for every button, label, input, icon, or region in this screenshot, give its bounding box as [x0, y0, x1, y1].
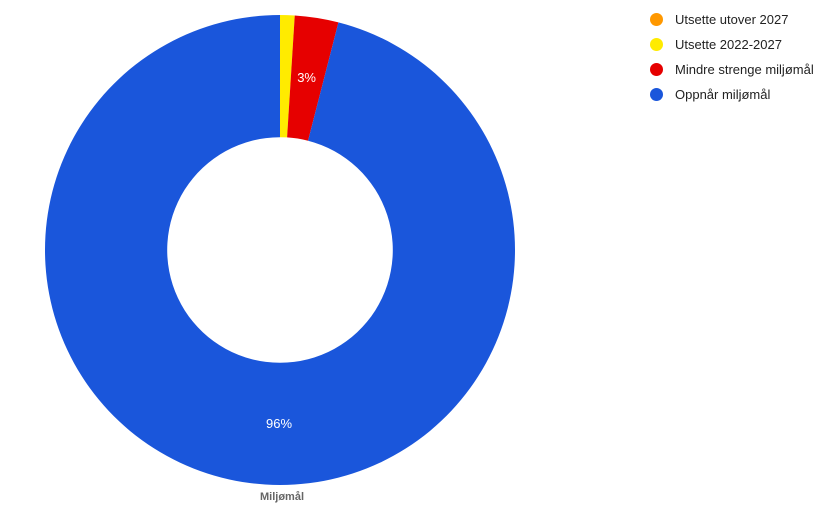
legend-swatch [650, 38, 663, 51]
legend-item: Utsette utover 2027 [650, 12, 814, 27]
legend-item: Oppnår miljømål [650, 87, 814, 102]
legend-item: Mindre strenge miljømål [650, 62, 814, 77]
legend-swatch [650, 63, 663, 76]
legend: Utsette utover 2027 Utsette 2022-2027 Mi… [650, 12, 814, 112]
chart-title: Miljømål [260, 491, 304, 503]
legend-item: Utsette 2022-2027 [650, 37, 814, 52]
slice-label-blue: 96% [266, 416, 292, 431]
legend-label: Utsette 2022-2027 [675, 37, 782, 52]
legend-label: Utsette utover 2027 [675, 12, 788, 27]
legend-label: Mindre strenge miljømål [675, 62, 814, 77]
slice-label-red: 3% [297, 70, 316, 85]
legend-label: Oppnår miljømål [675, 87, 770, 102]
donut-chart: 3% 96% Miljømål [30, 0, 530, 500]
legend-swatch [650, 88, 663, 101]
legend-swatch [650, 13, 663, 26]
donut-slice [45, 15, 515, 485]
